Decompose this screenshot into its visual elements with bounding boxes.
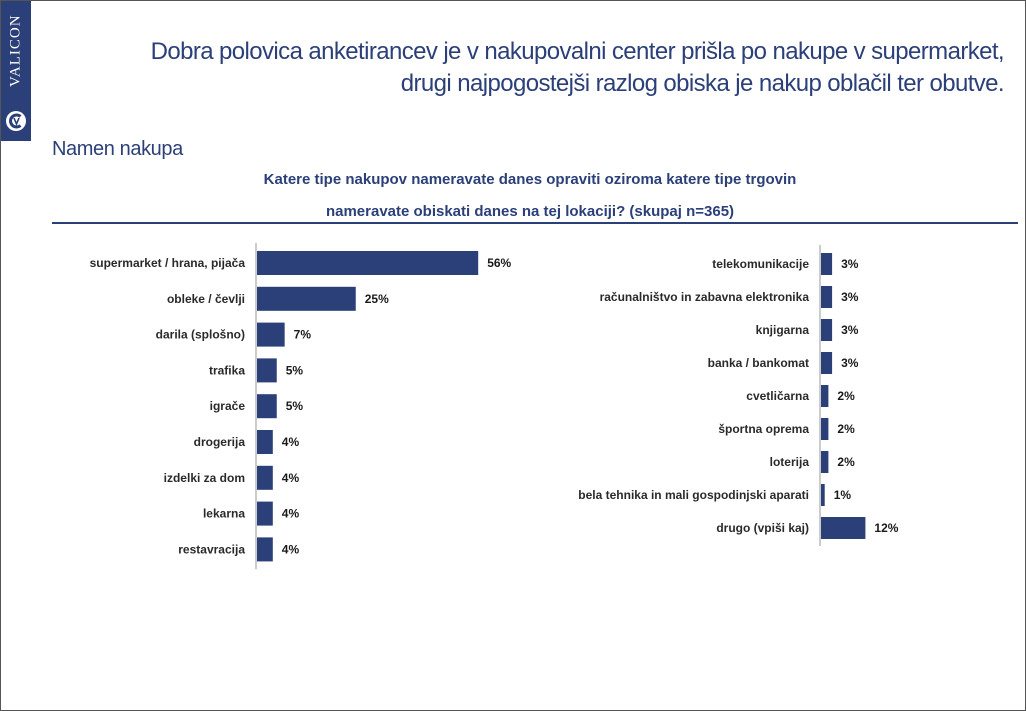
survey-question: Katere tipe nakupov nameravate danes opr… xyxy=(150,164,910,228)
page-title-line-2: drugi najpogostejši razlog obiska je nak… xyxy=(400,70,1005,97)
brand-name: VALICON xyxy=(7,14,24,88)
page-title-line-1: Dobra polovica anketirancev je v nakupov… xyxy=(150,38,1005,65)
section-subtitle: Namen nakupa xyxy=(52,138,183,160)
survey-question-line-1: Katere tipe nakupov nameravate danes opr… xyxy=(263,171,797,188)
valicon-logo-icon xyxy=(6,111,26,131)
survey-question-line-2: nameravate obiskati danes na tej lokacij… xyxy=(325,203,735,220)
header-divider xyxy=(52,222,1018,224)
page-title: Dobra polovica anketirancev je v nakupov… xyxy=(44,36,1005,100)
